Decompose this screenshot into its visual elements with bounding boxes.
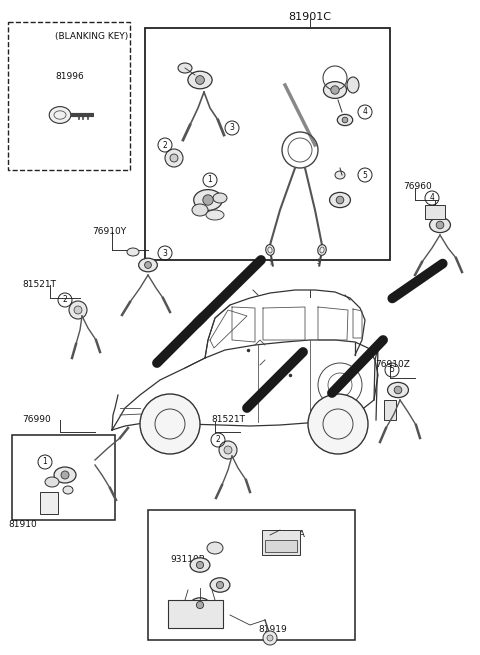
Text: 95860A: 95860A: [270, 530, 305, 539]
Ellipse shape: [207, 542, 223, 554]
Ellipse shape: [127, 248, 139, 256]
Circle shape: [69, 301, 87, 319]
Circle shape: [144, 261, 151, 269]
Ellipse shape: [266, 244, 274, 255]
Text: 4: 4: [362, 107, 367, 117]
Ellipse shape: [139, 258, 157, 272]
FancyBboxPatch shape: [168, 600, 223, 628]
Circle shape: [196, 75, 204, 84]
Circle shape: [74, 306, 82, 314]
Ellipse shape: [49, 107, 71, 123]
Circle shape: [170, 154, 178, 162]
Ellipse shape: [330, 193, 350, 208]
Ellipse shape: [210, 578, 230, 592]
Ellipse shape: [318, 244, 326, 255]
Text: 93110B: 93110B: [170, 555, 205, 564]
FancyBboxPatch shape: [265, 540, 297, 552]
Ellipse shape: [430, 217, 450, 233]
Circle shape: [165, 149, 183, 167]
Circle shape: [342, 117, 348, 122]
Ellipse shape: [54, 467, 76, 483]
Ellipse shape: [190, 558, 210, 572]
Text: 76910Z: 76910Z: [375, 360, 410, 369]
FancyBboxPatch shape: [425, 205, 445, 219]
Ellipse shape: [63, 486, 73, 494]
Circle shape: [61, 471, 69, 479]
Text: (BLANKING KEY): (BLANKING KEY): [55, 32, 128, 41]
Circle shape: [203, 195, 213, 205]
Circle shape: [140, 394, 200, 454]
Ellipse shape: [337, 115, 353, 126]
FancyBboxPatch shape: [384, 400, 396, 420]
Ellipse shape: [206, 210, 224, 220]
Ellipse shape: [45, 477, 59, 487]
Text: 2: 2: [62, 295, 67, 305]
Text: 3: 3: [163, 248, 168, 257]
Circle shape: [308, 394, 368, 454]
Circle shape: [394, 386, 402, 394]
Ellipse shape: [335, 171, 345, 179]
Text: 2: 2: [163, 141, 168, 149]
Circle shape: [436, 221, 444, 229]
Circle shape: [216, 582, 224, 589]
Circle shape: [331, 86, 339, 94]
Ellipse shape: [324, 82, 347, 98]
Ellipse shape: [192, 204, 208, 216]
Text: 5: 5: [390, 365, 395, 375]
Ellipse shape: [188, 71, 212, 89]
Text: 2: 2: [216, 436, 220, 445]
Text: 76960: 76960: [403, 182, 432, 191]
Ellipse shape: [347, 77, 359, 93]
Circle shape: [219, 441, 237, 459]
Text: 81521T: 81521T: [22, 280, 56, 289]
FancyBboxPatch shape: [40, 492, 58, 514]
Ellipse shape: [194, 189, 222, 210]
Text: 81919: 81919: [258, 625, 287, 634]
Ellipse shape: [190, 598, 210, 612]
Ellipse shape: [213, 193, 227, 203]
Circle shape: [196, 601, 204, 608]
Circle shape: [196, 561, 204, 569]
Text: 4: 4: [430, 193, 434, 202]
Circle shape: [336, 196, 344, 204]
Text: 1: 1: [43, 457, 48, 466]
Text: 76910Y: 76910Y: [92, 227, 126, 236]
Text: 5: 5: [362, 170, 367, 179]
Text: 81521T: 81521T: [211, 415, 245, 424]
Circle shape: [263, 631, 277, 645]
Text: 81901C: 81901C: [288, 12, 332, 22]
Text: 81996: 81996: [55, 72, 84, 81]
Text: 81910: 81910: [8, 520, 37, 529]
Circle shape: [267, 635, 273, 641]
Ellipse shape: [178, 63, 192, 73]
Text: 1: 1: [208, 176, 212, 185]
Circle shape: [224, 446, 232, 454]
Ellipse shape: [387, 383, 408, 398]
Text: 76990: 76990: [22, 415, 51, 424]
Text: 3: 3: [229, 124, 234, 132]
FancyBboxPatch shape: [262, 530, 300, 555]
